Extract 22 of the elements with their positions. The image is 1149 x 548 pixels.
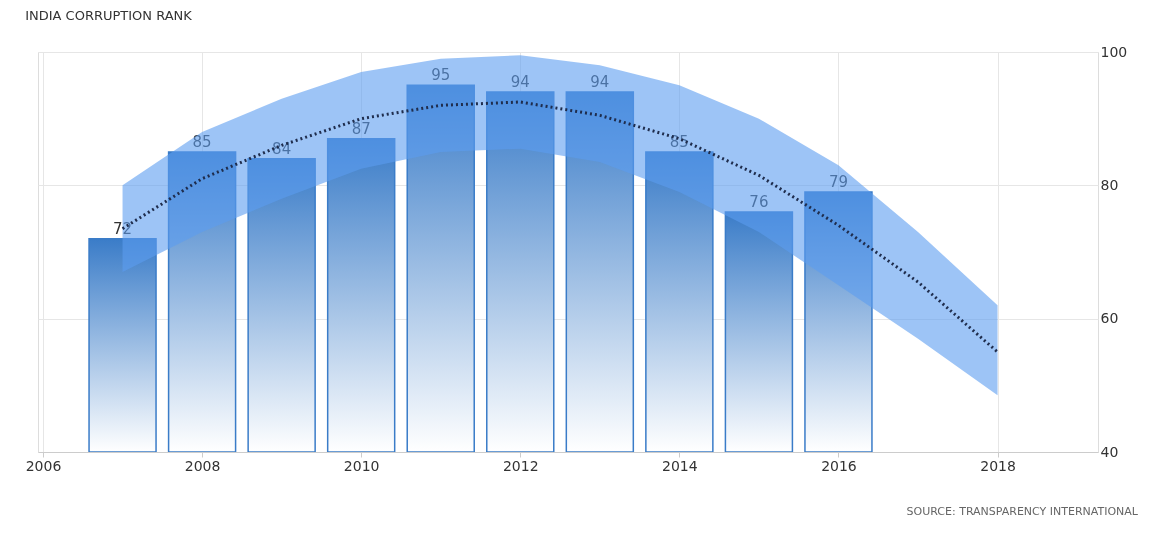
data-label: 79 bbox=[828, 173, 848, 191]
x-tick-label: 2016 bbox=[821, 457, 857, 474]
data-label: 84 bbox=[272, 139, 292, 158]
y-tick-label: 80 bbox=[1100, 176, 1119, 193]
data-label: 87 bbox=[351, 119, 371, 138]
chart-title: INDIA CORRUPTION RANK bbox=[25, 8, 193, 23]
x-tick-label: 2014 bbox=[662, 457, 698, 474]
x-tick-label: 2008 bbox=[184, 457, 221, 474]
x-tick-label: 2006 bbox=[25, 457, 62, 474]
y-tick-label: 40 bbox=[1100, 443, 1119, 460]
data-label: 94 bbox=[510, 73, 530, 91]
x-tick-label: 2018 bbox=[980, 457, 1016, 474]
data-label: 85 bbox=[192, 133, 212, 151]
y-tick-label: 100 bbox=[1100, 43, 1128, 60]
data-label: 95 bbox=[431, 66, 451, 85]
x-tick-label: 2012 bbox=[502, 457, 539, 474]
data-label: 76 bbox=[749, 193, 769, 211]
data-label: 94 bbox=[590, 73, 610, 91]
source-note: SOURCE: TRANSPARENCY INTERNATIONAL bbox=[906, 505, 1139, 518]
x-tick-label: 2010 bbox=[343, 457, 380, 474]
data-label: 72 bbox=[113, 219, 133, 238]
y-tick-label: 60 bbox=[1100, 310, 1119, 327]
